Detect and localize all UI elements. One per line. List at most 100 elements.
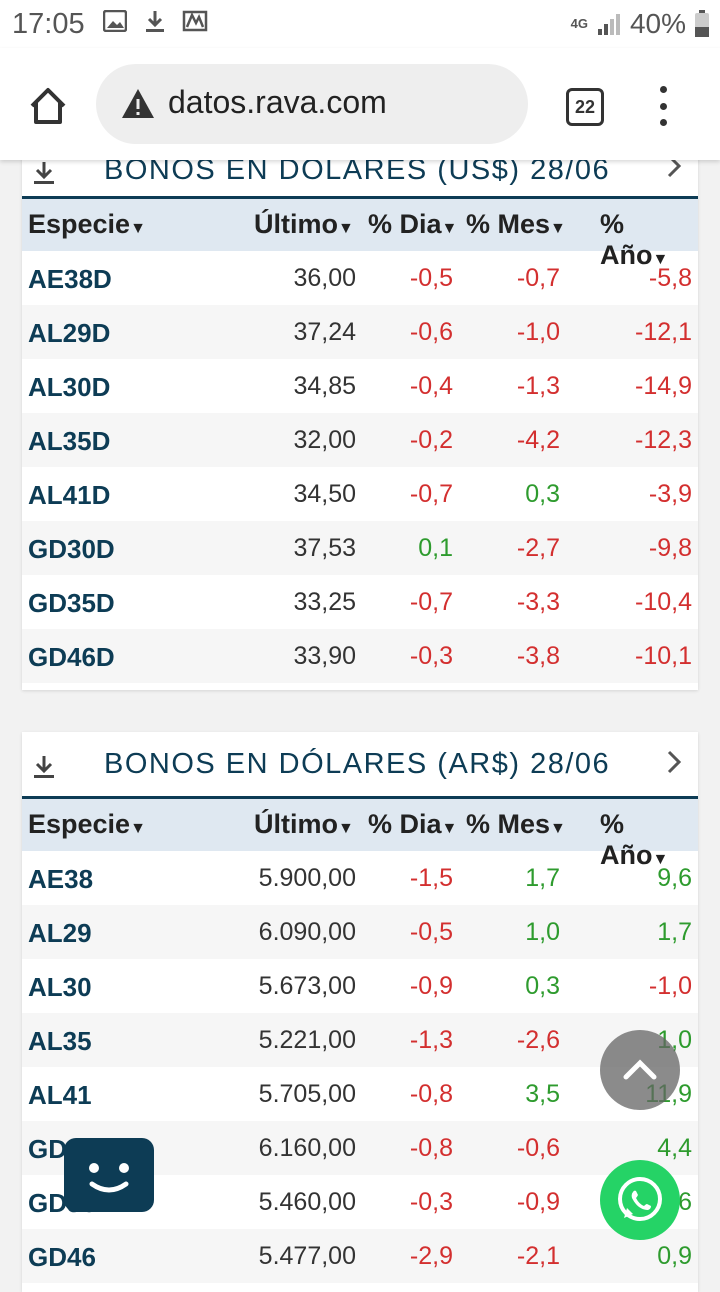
download-icon[interactable] — [32, 754, 56, 780]
cell-mes: -3,3 — [516, 588, 560, 616]
chevron-right-icon[interactable] — [664, 748, 684, 776]
cell-ano: -5,8 — [648, 264, 692, 292]
cell-dia: -0,3 — [409, 642, 453, 670]
signal-icon — [597, 14, 620, 35]
url-field[interactable]: datos.rava.com — [96, 64, 528, 144]
cell-ano: -9,8 — [648, 534, 692, 562]
cell-dia: -0,5 — [409, 264, 453, 292]
cell-especie[interactable]: AL30 — [28, 972, 92, 1002]
cell-especie[interactable]: AL29D — [28, 318, 111, 348]
cell-especie[interactable]: AL41 — [28, 1080, 92, 1110]
header-ultimo[interactable]: Último▼ — [254, 809, 354, 839]
cell-ano: -12,3 — [635, 426, 692, 454]
cell-mes: -2,7 — [516, 534, 560, 562]
table-body: AE38D 36,00 -0,5 -0,7 -5,8 AL29D 37,24 -0,6 -1,0… — [22, 251, 698, 683]
table-row[interactable]: GD30D 37,53 0,1 -2,7 -9,8 — [22, 521, 698, 575]
table-row[interactable]: AL29 6.090,00 -0,5 1,0 1,7 — [22, 905, 698, 959]
home-icon — [30, 88, 66, 124]
cell-dia: -0,7 — [409, 588, 453, 616]
cell-ultimo: 33,25 — [293, 588, 356, 616]
cell-dia: -0,5 — [409, 918, 453, 946]
table-row[interactable]: GD35D 33,25 -0,7 -3,3 -10,4 — [22, 575, 698, 629]
warning-icon — [122, 89, 154, 118]
cell-ano: -10,4 — [635, 588, 692, 616]
cell-especie[interactable]: AE38D — [28, 264, 112, 294]
browser-toolbar: datos.rava.com 22 — [0, 48, 720, 160]
table-row[interactable]: AL35 5.221,00 -1,3 -2,6 1,0 — [22, 1013, 698, 1067]
cell-especie[interactable]: AL30D — [28, 372, 111, 402]
cell-ultimo: 5.900,00 — [258, 864, 356, 892]
header-ano[interactable]: % Año▼ — [600, 209, 669, 270]
cell-mes: 3,5 — [525, 1080, 560, 1108]
header-mes[interactable]: % Mes▼ — [466, 209, 566, 239]
table-row[interactable]: AE38 5.900,00 -1,5 1,7 9,6 — [22, 851, 698, 905]
cell-mes: -0,7 — [516, 264, 560, 292]
cell-mes: 1,7 — [525, 864, 560, 892]
cell-dia: -0,4 — [409, 372, 453, 400]
table-row[interactable]: AL41D 34,50 -0,7 0,3 -3,9 — [22, 467, 698, 521]
table-row[interactable]: GD46D 33,90 -0,3 -3,8 -10,1 — [22, 629, 698, 683]
cell-mes: -1,3 — [516, 372, 560, 400]
cell-mes: -0,6 — [516, 1134, 560, 1162]
tab-switcher-button[interactable]: 22 — [566, 88, 604, 126]
cell-especie[interactable]: GD35D — [28, 588, 115, 618]
cell-ultimo: 5.460,00 — [258, 1188, 356, 1216]
whatsapp-button[interactable] — [600, 1160, 680, 1240]
cell-ano: -3,9 — [648, 480, 692, 508]
scroll-top-button[interactable] — [600, 1030, 680, 1110]
table-row[interactable]: AL30D 34,85 -0,4 -1,3 -14,9 — [22, 359, 698, 413]
more-menu-button[interactable] — [656, 86, 670, 126]
cell-mes: -3,8 — [516, 642, 560, 670]
cell-especie[interactable]: AL41D — [28, 480, 111, 510]
cell-ultimo: 34,50 — [293, 480, 356, 508]
cell-dia: -0,8 — [409, 1080, 453, 1108]
image-icon — [102, 8, 128, 34]
status-right: 4G 40% — [571, 8, 710, 40]
header-ano[interactable]: % Año▼ — [600, 809, 669, 870]
cell-ultimo: 5.673,00 — [258, 972, 356, 1000]
table-row[interactable]: AL30 5.673,00 -0,9 0,3 -1,0 — [22, 959, 698, 1013]
header-mes[interactable]: % Mes▼ — [466, 809, 566, 839]
chatbot-icon — [89, 1163, 129, 1193]
header-especie[interactable]: Especie▼ — [28, 209, 146, 239]
cell-especie[interactable]: AL35 — [28, 1026, 92, 1056]
table-row[interactable]: AL35D 32,00 -0,2 -4,2 -12,3 — [22, 413, 698, 467]
cell-ano: 0,9 — [657, 1242, 692, 1270]
cell-especie[interactable]: GD46D — [28, 642, 115, 672]
download-icon[interactable] — [32, 160, 56, 186]
cell-ano: -12,1 — [635, 318, 692, 346]
header-dia[interactable]: % Dia▼ — [368, 209, 458, 239]
cell-especie[interactable]: GD30D — [28, 534, 115, 564]
cell-especie[interactable]: AL29 — [28, 918, 92, 948]
cell-especie[interactable]: AE38 — [28, 864, 94, 894]
header-ultimo[interactable]: Último▼ — [254, 209, 354, 239]
cell-dia: -1,5 — [409, 864, 453, 892]
cell-ultimo: 6.160,00 — [258, 1134, 356, 1162]
cell-mes: -2,6 — [516, 1026, 560, 1054]
chatbot-button[interactable] — [64, 1138, 154, 1212]
header-dia[interactable]: % Dia▼ — [368, 809, 458, 839]
cell-dia: -2,9 — [409, 1242, 453, 1270]
cell-dia: -0,8 — [409, 1134, 453, 1162]
section-title: BONOS EN DÓLARES (AR$) 28/06 — [104, 748, 611, 780]
cell-mes: -0,9 — [516, 1188, 560, 1216]
network-type: 4G — [570, 16, 588, 31]
table-row[interactable]: AL29D 37,24 -0,6 -1,0 -12,1 — [22, 305, 698, 359]
cell-ultimo: 36,00 — [293, 264, 356, 292]
cell-mes: 0,3 — [525, 480, 560, 508]
table-row[interactable]: AE38D 36,00 -0,5 -0,7 -5,8 — [22, 251, 698, 305]
table-row[interactable]: GD46 5.477,00 -2,9 -2,1 0,9 — [22, 1229, 698, 1283]
battery-icon — [695, 10, 709, 37]
cell-dia: -1,3 — [409, 1026, 453, 1054]
cell-ano: 1,7 — [657, 918, 692, 946]
home-button[interactable] — [26, 84, 70, 128]
whatsapp-icon — [618, 1177, 662, 1221]
cell-ano: 4,4 — [657, 1134, 692, 1162]
cell-especie[interactable]: AL35D — [28, 426, 111, 456]
cell-especie[interactable]: GD46 — [28, 1242, 96, 1272]
cell-ultimo: 32,00 — [293, 426, 356, 454]
more-vert-icon — [659, 86, 667, 93]
cell-ano: -14,9 — [635, 372, 692, 400]
header-especie[interactable]: Especie▼ — [28, 809, 146, 839]
